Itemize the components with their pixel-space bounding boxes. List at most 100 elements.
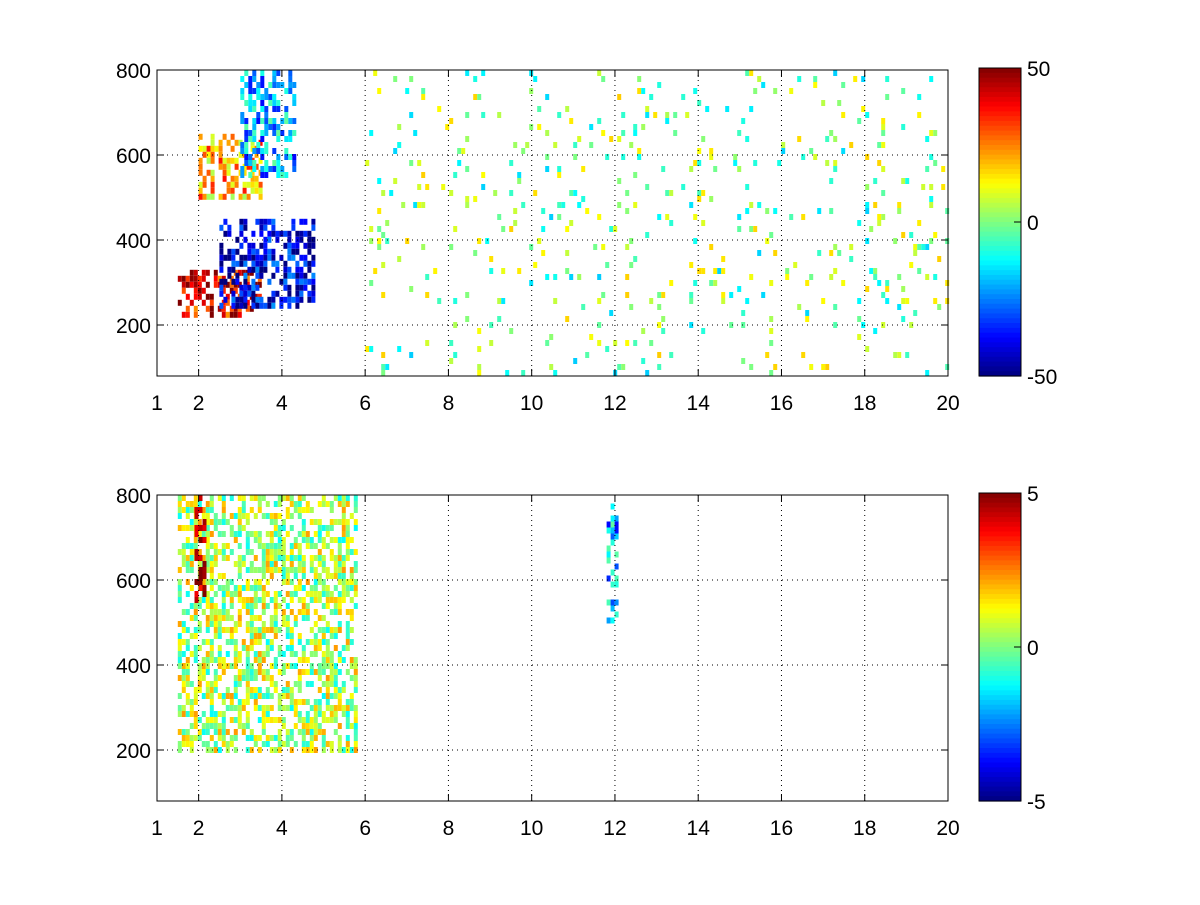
- heatmap-cell: [231, 278, 236, 285]
- heatmap-cell: [257, 543, 262, 549]
- heatmap-cell: [193, 609, 198, 615]
- heatmap-cell: [257, 633, 262, 639]
- heatmap-cell: [613, 226, 618, 232]
- heatmap-cell: [295, 302, 300, 309]
- heatmap-cell: [537, 124, 542, 130]
- heatmap-cell: [453, 226, 458, 232]
- heatmap-cell: [299, 272, 304, 279]
- heatmap-cell: [905, 298, 910, 304]
- heatmap-cell: [276, 124, 281, 130]
- heatmap-cell: [287, 302, 292, 309]
- heatmap-cell: [297, 657, 302, 663]
- heatmap-cell: [277, 603, 282, 609]
- heatmap-cell: [301, 729, 306, 735]
- heatmap-cell: [244, 118, 249, 124]
- heatmap-cell: [189, 741, 194, 747]
- heatmap-cell: [741, 358, 746, 364]
- heatmap-cell: [258, 181, 263, 188]
- heatmap-cell: [244, 154, 249, 160]
- heatmap-cell: [237, 723, 242, 729]
- heatmap-cell: [753, 160, 758, 166]
- heatmap-cell: [869, 268, 874, 274]
- heatmap-cell: [269, 639, 274, 645]
- heatmap-cell: [233, 513, 238, 519]
- heatmap-cell: [268, 166, 273, 172]
- heatmap-cell: [260, 130, 265, 136]
- heatmap-cell: [301, 537, 306, 543]
- colorbar-segment: [979, 642, 1021, 648]
- heatmap-cell: [269, 747, 274, 753]
- heatmap-cell: [881, 130, 886, 136]
- heatmap-cell: [265, 567, 270, 573]
- heatmap-cell: [301, 525, 306, 531]
- heatmap-cell: [829, 178, 834, 184]
- heatmap-cell: [189, 615, 194, 621]
- colorbar-segment: [979, 685, 1021, 691]
- heatmap-cell: [198, 193, 203, 200]
- heatmap-cell: [281, 579, 286, 585]
- heatmap-cell: [897, 274, 902, 280]
- heatmap-cell: [267, 236, 272, 243]
- heatmap-cell: [198, 133, 203, 140]
- heatmap-cell: [268, 118, 273, 124]
- y-tick-label: 200: [116, 315, 151, 338]
- heatmap-cell: [307, 266, 312, 273]
- heatmap-cell: [333, 627, 338, 633]
- heatmap-cell: [259, 266, 264, 273]
- heatmap-cell: [311, 242, 316, 249]
- heatmap-cell: [333, 669, 338, 675]
- heatmap-cell: [769, 232, 774, 238]
- heatmap-cell: [231, 302, 236, 309]
- heatmap-cell: [209, 495, 214, 501]
- heatmap-cell: [213, 513, 218, 519]
- heatmap-cell: [877, 280, 882, 286]
- heatmap-cell: [513, 142, 518, 148]
- heatmap-cell: [271, 248, 276, 255]
- colorbar-segment: [979, 791, 1021, 797]
- heatmap-cell: [497, 316, 502, 322]
- heatmap-cell: [233, 693, 238, 699]
- colorbar-segment: [979, 236, 1021, 242]
- heatmap-cell: [226, 139, 231, 146]
- heatmap-cell: [253, 567, 258, 573]
- heatmap-cell: [257, 501, 262, 507]
- colorbar-segment: [979, 265, 1021, 271]
- heatmap-cell: [221, 549, 226, 555]
- heatmap-cell: [177, 501, 182, 507]
- heatmap-cell: [243, 254, 248, 261]
- heatmap-cell: [285, 687, 290, 693]
- heatmap-cell: [225, 729, 230, 735]
- heatmap-cell: [657, 322, 662, 328]
- heatmap-cell: [213, 281, 218, 288]
- colorbar-segment: [979, 560, 1021, 566]
- heatmap-cell: [177, 705, 182, 711]
- heatmap-cell: [284, 88, 289, 94]
- heatmap-cell: [219, 266, 224, 273]
- heatmap-cell: [409, 160, 414, 166]
- heatmap-cell: [473, 94, 478, 100]
- heatmap-cell: [237, 561, 242, 567]
- colorbar-segment: [979, 323, 1021, 329]
- heatmap-cell: [217, 657, 222, 663]
- heatmap-cell: [337, 519, 342, 525]
- heatmap-cell: [261, 675, 266, 681]
- heatmap-cell: [276, 136, 281, 142]
- heatmap-cell: [261, 573, 266, 579]
- heatmap-cell: [577, 274, 582, 280]
- heatmap-cell: [239, 254, 244, 261]
- heatmap-cell: [202, 175, 207, 182]
- heatmap-cell: [341, 513, 346, 519]
- heatmap-cell: [321, 681, 326, 687]
- heatmap-cell: [325, 651, 330, 657]
- colorbar-segment: [979, 507, 1021, 513]
- heatmap-cell: [329, 537, 334, 543]
- heatmap-cell: [325, 591, 330, 597]
- heatmap-cell: [253, 693, 258, 699]
- heatmap-cell: [517, 178, 522, 184]
- heatmap-cell: [857, 298, 862, 304]
- heatmap-cell: [209, 621, 214, 627]
- x-tick-label: 12: [603, 817, 626, 840]
- heatmap-cell: [225, 639, 230, 645]
- heatmap-cell: [271, 290, 276, 297]
- heatmap-cell: [185, 729, 190, 735]
